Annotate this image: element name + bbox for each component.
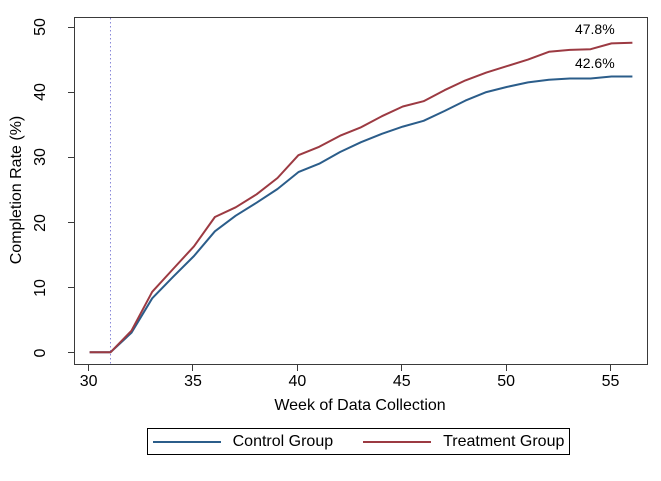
x-axis-title: Week of Data Collection (274, 397, 446, 414)
y-tick-mark (68, 352, 74, 354)
x-tick-mark (88, 365, 90, 371)
y-tick-label: 20 (32, 213, 49, 232)
x-tick-mark (610, 365, 611, 371)
legend-label-treatment: Treatment Group (443, 432, 565, 450)
x-tick-label: 30 (79, 373, 98, 390)
x-tick-mark (505, 365, 507, 371)
y-tick-mark (68, 156, 74, 158)
annotation-control-final: 42.6% (574, 54, 615, 71)
y-tick-label: 50 (32, 18, 49, 37)
legend-item-control: Control Group (152, 432, 334, 451)
legend-item-treatment: Treatment Group (363, 433, 564, 451)
x-tick-mark (192, 365, 194, 371)
y-tick-mark (68, 91, 74, 93)
x-tick-label: 50 (497, 373, 516, 390)
y-tick-label: 30 (32, 148, 49, 167)
x-tick-label: 35 (184, 373, 202, 390)
y-axis-title: Completion Rate (%) (8, 115, 25, 265)
plot-canvas (89, 18, 633, 364)
x-tick-label: 40 (288, 373, 307, 390)
legend-label-control: Control Group (232, 432, 334, 450)
y-tick-mark (68, 26, 74, 28)
y-tick-label: 10 (32, 278, 49, 297)
control-line-sample-icon (152, 440, 221, 443)
legend: Control Group Treatment Group (147, 428, 570, 455)
x-tick-mark (296, 365, 298, 371)
series-line-control (89, 75, 633, 354)
y-tick-mark (68, 222, 74, 224)
y-tick-label: 40 (32, 83, 49, 102)
x-tick-mark (401, 365, 403, 371)
series-line-treatment (89, 41, 633, 354)
plot-area (74, 17, 648, 365)
x-tick-label: 55 (601, 373, 620, 390)
y-tick-mark (68, 287, 74, 289)
x-tick-label: 45 (392, 373, 411, 390)
treatment-line-sample-icon (363, 440, 432, 443)
annotation-treatment-final: 47.8% (574, 20, 615, 37)
y-tick-label: 0 (32, 348, 49, 358)
